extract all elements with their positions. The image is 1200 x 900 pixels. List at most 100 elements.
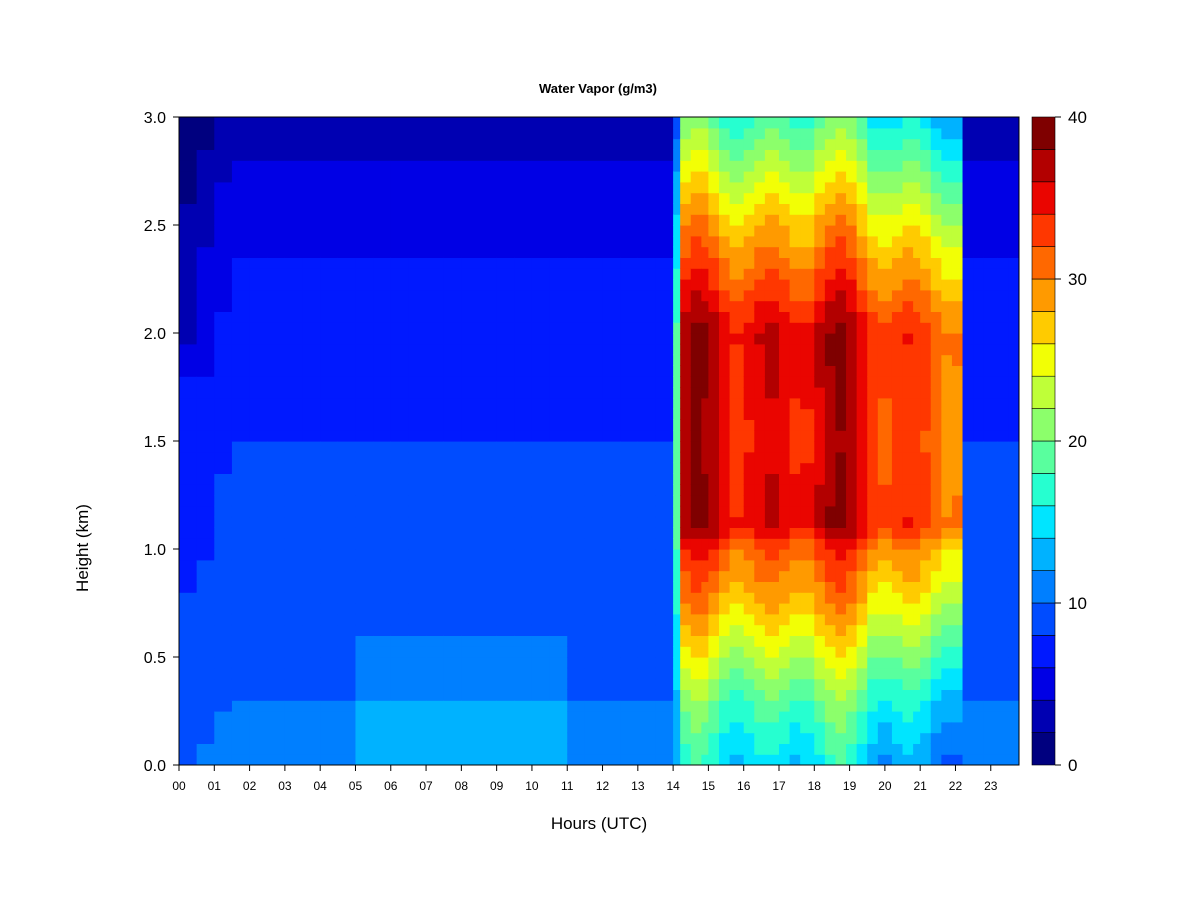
heat-cell: [973, 646, 985, 658]
heat-cell: [891, 333, 904, 345]
heat-cell: [426, 257, 445, 269]
heat-cell: [549, 387, 568, 399]
heat-cell: [637, 279, 657, 291]
heat-cell: [267, 635, 286, 647]
heat-cell: [690, 160, 702, 172]
heat-cell: [779, 700, 791, 712]
heat-cell: [708, 613, 720, 626]
heat-cell: [754, 300, 766, 312]
heat-cell: [1008, 646, 1019, 658]
heat-cell: [729, 387, 745, 399]
heat-cell: [867, 246, 879, 258]
heat-cell: [913, 203, 921, 215]
heat-cell: [902, 549, 914, 561]
heat-cell: [680, 279, 692, 291]
heat-cell: [743, 754, 755, 765]
heat-cell: [814, 289, 826, 302]
heat-cell: [962, 570, 974, 582]
heat-cell: [426, 538, 445, 550]
heat-cell: [920, 430, 932, 442]
heat-cell: [514, 354, 533, 366]
heat-cell: [496, 603, 515, 615]
heat-cell: [584, 430, 604, 442]
heat-cell: [355, 343, 374, 356]
heat-cell: [743, 430, 755, 442]
heat-cell: [930, 635, 942, 647]
heat-cell: [754, 376, 766, 388]
heat-cell: [337, 160, 357, 172]
heat-cell: [913, 117, 921, 129]
heat-cell: [479, 592, 498, 604]
heat-cell: [179, 721, 198, 734]
heat-cell: [373, 225, 392, 237]
heat-cell: [754, 117, 766, 129]
heat-cell: [373, 516, 392, 528]
heat-cell: [390, 473, 410, 485]
heat-cell: [320, 279, 339, 291]
heat-cell: [867, 549, 879, 561]
heat-cell: [754, 397, 766, 410]
heat-cell: [302, 570, 321, 582]
heat-cell: [549, 376, 568, 388]
heat-cell: [514, 711, 533, 723]
heat-cell: [531, 570, 551, 582]
heat-cell: [320, 527, 339, 539]
heat-cell: [231, 451, 251, 464]
heat-cell: [302, 257, 321, 269]
heat-cell: [951, 451, 964, 464]
heat-cell: [690, 635, 702, 647]
heat-cell: [390, 570, 410, 582]
heat-cell: [1008, 333, 1019, 345]
heat-cell: [690, 365, 702, 377]
heat-cell: [567, 505, 586, 518]
heat-cell: [891, 754, 904, 765]
heat-cell: [754, 624, 766, 636]
heat-cell: [249, 527, 268, 539]
heat-cell: [997, 721, 1010, 734]
heat-cell: [655, 516, 674, 528]
heat-cell: [443, 257, 462, 269]
heat-cell: [891, 538, 904, 550]
heat-cell: [567, 289, 586, 302]
heat-cell: [514, 279, 533, 291]
heat-cell: [267, 117, 286, 118]
heat-cell: [231, 516, 251, 528]
heat-cell: [789, 235, 801, 248]
heat-cell: [1008, 117, 1019, 118]
heat-cell: [867, 678, 879, 690]
heat-cell: [584, 354, 604, 366]
heat-cell: [1008, 505, 1019, 518]
heat-cell: [549, 516, 568, 528]
heat-cell: [461, 732, 480, 744]
heat-cell: [602, 613, 621, 626]
heat-cell: [1008, 516, 1019, 528]
heat-cell: [891, 700, 904, 712]
heat-cell: [789, 408, 801, 420]
heat-cell: [920, 322, 932, 334]
heat-cell: [973, 624, 985, 636]
heat-cell: [284, 117, 304, 118]
heat-cell: [620, 559, 639, 572]
heat-cell: [877, 570, 893, 582]
heat-cell: [602, 354, 621, 366]
heat-cell: [602, 581, 621, 593]
heat-cell: [214, 678, 233, 690]
heat-cell: [373, 279, 392, 291]
heat-cell: [231, 549, 251, 561]
heat-cell: [214, 181, 233, 194]
heat-cell: [729, 289, 745, 302]
heat-cell: [549, 657, 568, 669]
heat-cell: [856, 117, 868, 129]
heat-cell: [983, 160, 999, 172]
heat-cell: [637, 171, 657, 183]
heat-cell: [426, 689, 445, 701]
heat-cell: [567, 430, 586, 442]
heat-cell: [584, 711, 604, 723]
heat-cell: [930, 160, 942, 172]
heat-cell: [800, 160, 815, 172]
heat-cell: [800, 376, 815, 388]
heat-cell: [249, 732, 268, 744]
heat-cell: [461, 235, 480, 248]
heat-cell: [680, 505, 692, 518]
